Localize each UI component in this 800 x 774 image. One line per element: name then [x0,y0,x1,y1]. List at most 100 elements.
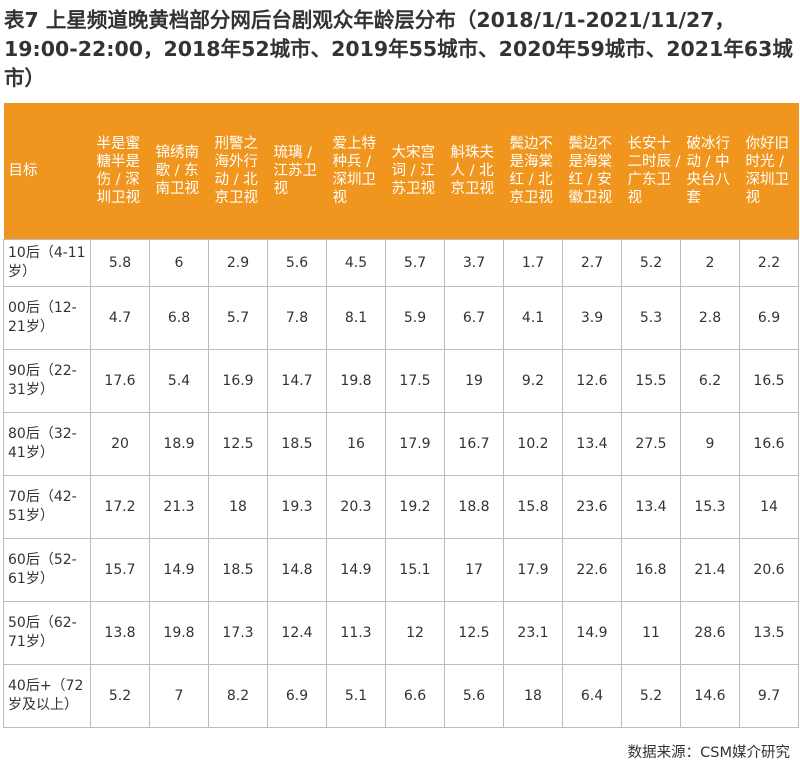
table-cell: 28.6 [680,601,740,665]
table-row: 10后（4-11岁） 5.8 6 2.9 5.6 4.5 5.7 3.7 1.7 2.7 5.2 2 2… [3,239,799,287]
table-cell: 15.1 [385,538,445,602]
table-row: 80后（32-41岁） 20 18.9 12.5 18.5 16 17.9 16.7 10.2 1… [3,412,799,476]
column-header-label: 大宋宫词 / 江苏卫视 [391,145,436,197]
table-cell: 3.9 [562,286,622,350]
table-cell: 6.9 [267,664,327,728]
table-cell: 3.7 [444,239,504,287]
corner-header: 目标 [3,103,91,240]
table-cell: 6.7 [444,286,504,350]
column-header: 爱上特种兵 / 深圳卫视 [326,103,386,240]
table-row: 40后+（72岁及以上） 5.2 7 8.2 6.9 5.1 6.6 5.6 18 6.4 5.2 1… [3,664,799,728]
table-cell: 16 [326,412,386,476]
table-cell: 15.5 [621,349,681,413]
column-header: 大宋宫词 / 江苏卫视 [385,103,445,240]
table-cell: 5.4 [149,349,209,413]
table-cell: 8.1 [326,286,386,350]
table-cell: 17.9 [385,412,445,476]
source-note: 数据来源：CSM媒介研究 [627,745,790,761]
table-cell: 6 [149,239,209,287]
table-cell: 12.5 [208,412,268,476]
table-cell: 6.6 [385,664,445,728]
table-cell: 6.8 [149,286,209,350]
table-cell: 12.6 [562,349,622,413]
column-header: 琉璃 / 江苏卫视 [267,103,327,240]
table-header-row: 目标 半是蜜糖半是伤 / 深圳卫视 锦绣南歌 / 东南卫视 刑警之海外行动 / … [3,103,799,240]
table-cell: 6.9 [739,286,799,350]
table-row: 00后（12-21岁） 4.7 6.8 5.7 7.8 8.1 5.9 6.7 4.1 3.9 5.… [3,286,799,350]
table-cell: 18.5 [267,412,327,476]
row-header: 50后（62-71岁） [3,601,91,665]
table-row: 60后（52-61岁） 15.7 14.9 18.5 14.8 14.9 15.1 17 17.… [3,538,799,602]
table-cell: 4.1 [503,286,563,350]
table-row: 90后（22-31岁） 17.6 5.4 16.9 14.7 19.8 17.5 19 9.2 1… [3,349,799,413]
column-header-label: 半是蜜糖半是伤 / 深圳卫视 [96,136,141,206]
column-header: 你好旧时光 / 深圳卫视 [739,103,799,240]
table-cell: 14.6 [680,664,740,728]
table-cell: 18 [208,475,268,539]
table-cell: 9 [680,412,740,476]
table-cell: 18.8 [444,475,504,539]
table-cell: 5.2 [621,664,681,728]
column-header: 半是蜜糖半是伤 / 深圳卫视 [90,103,150,240]
column-header: 锦绣南歌 / 东南卫视 [149,103,209,240]
table-cell: 14.8 [267,538,327,602]
column-header-label: 琉璃 / 江苏卫视 [273,145,318,197]
table-cell: 5.1 [326,664,386,728]
table-cell: 5.6 [444,664,504,728]
table-cell: 16.7 [444,412,504,476]
column-header-label: 锦绣南歌 / 东南卫视 [155,145,200,197]
table-cell: 13.5 [739,601,799,665]
table-cell: 17.5 [385,349,445,413]
table-cell: 15.7 [90,538,150,602]
table-cell: 4.7 [90,286,150,350]
column-header-label: 鬓边不是海棠红 / 安徽卫视 [568,136,613,206]
table-cell: 2 [680,239,740,287]
column-header-label: 你好旧时光 / 深圳卫视 [745,136,790,206]
table-cell: 12.5 [444,601,504,665]
column-header-label: 爱上特种兵 / 深圳卫视 [332,136,377,206]
table-cell: 19 [444,349,504,413]
table-cell: 18.9 [149,412,209,476]
table-row: 70后（42-51岁） 17.2 21.3 18 19.3 20.3 19.2 18.8 15.… [3,475,799,539]
column-header-label: 刑警之海外行动 / 北京卫视 [214,136,259,206]
table-cell: 16.8 [621,538,681,602]
table-cell: 21.4 [680,538,740,602]
table-cell: 17.9 [503,538,563,602]
table-cell: 5.2 [621,239,681,287]
table-cell: 21.3 [149,475,209,539]
row-header: 90后（22-31岁） [3,349,91,413]
column-header-label: 破冰行动 / 中央台八套 [686,136,731,206]
table-cell: 9.2 [503,349,563,413]
row-header: 00后（12-21岁） [3,286,91,350]
table-cell: 5.9 [385,286,445,350]
column-header-label: 斛珠夫人 / 北京卫视 [450,145,495,197]
table-cell: 20.6 [739,538,799,602]
table-cell: 13.4 [621,475,681,539]
table-cell: 13.4 [562,412,622,476]
table-cell: 2.2 [739,239,799,287]
column-header: 长安十二时辰 / 广东卫视 [621,103,681,240]
column-header: 鬓边不是海棠红 / 安徽卫视 [562,103,622,240]
table-cell: 15.8 [503,475,563,539]
table-cell: 23.6 [562,475,622,539]
table-cell: 19.2 [385,475,445,539]
row-header: 40后+（72岁及以上） [3,664,91,728]
table-cell: 5.8 [90,239,150,287]
table-cell: 14.9 [149,538,209,602]
table-cell: 15.3 [680,475,740,539]
table-cell: 10.2 [503,412,563,476]
table-cell: 17.6 [90,349,150,413]
table-cell: 19.8 [326,349,386,413]
column-header: 鬓边不是海棠红 / 北京卫视 [503,103,563,240]
table-cell: 20 [90,412,150,476]
column-header: 破冰行动 / 中央台八套 [680,103,740,240]
table-cell: 9.7 [739,664,799,728]
table-cell: 1.7 [503,239,563,287]
table-cell: 6.4 [562,664,622,728]
table-cell: 18.5 [208,538,268,602]
table-cell: 12 [385,601,445,665]
table-cell: 5.6 [267,239,327,287]
table-cell: 16.9 [208,349,268,413]
table-cell: 22.6 [562,538,622,602]
table-cell: 2.9 [208,239,268,287]
